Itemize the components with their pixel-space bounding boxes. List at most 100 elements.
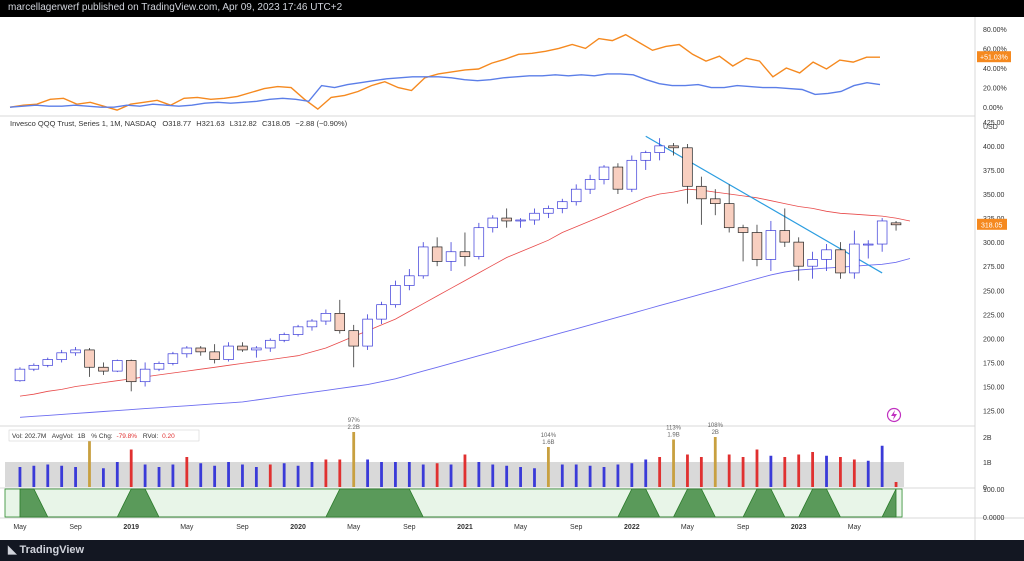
legend-high: H321.63 — [196, 119, 224, 128]
volume-bar — [616, 464, 620, 487]
time-tick-label: 2022 — [624, 524, 640, 531]
rs-last-badge — [977, 51, 1011, 63]
volume-annotation-val: 1.9B — [667, 433, 679, 439]
volume-bar — [171, 464, 175, 487]
price-tick-label: 425.00 — [983, 120, 1005, 127]
candle — [890, 220, 902, 231]
price-tick-label: 400.00 — [983, 144, 1005, 151]
volume-bar — [88, 432, 91, 487]
candle-body — [265, 339, 276, 349]
candle — [487, 215, 498, 233]
volume-bar — [185, 457, 189, 487]
volume-bar — [101, 468, 105, 487]
volume-bar — [32, 465, 36, 487]
volume-bar — [394, 462, 397, 487]
price-tick-label: 275.00 — [983, 264, 1005, 271]
time-tick-label: May — [514, 524, 528, 531]
candle — [515, 218, 526, 228]
volume-bar — [282, 463, 286, 487]
candle — [209, 344, 220, 364]
candle-body — [376, 304, 387, 320]
oscillator-area — [19, 488, 897, 518]
candle-body — [751, 232, 763, 260]
volume-bar — [644, 459, 648, 487]
price-tick-label: 300.00 — [983, 240, 1005, 247]
candle — [821, 244, 832, 271]
rs-tick-label: 0.00% — [983, 105, 1003, 112]
candle-body — [14, 368, 26, 382]
candle — [362, 314, 373, 350]
time-tick-label: Sep — [403, 524, 416, 531]
price-axis-unit: USD — [983, 124, 998, 131]
time-tick-label: Sep — [69, 524, 82, 531]
rvol-value: 0.20 — [162, 433, 175, 440]
volume-bar — [713, 437, 717, 487]
volume-bar — [658, 457, 662, 487]
volume-legend: Vol: 202.7M AvgVol: 1B % Chg: -79.8% RVo… — [8, 429, 200, 442]
volume-bar — [727, 454, 731, 487]
chart-area[interactable]: 97% 2.2B 104% 1.6B 113% 1.9B 108% 2B 80.00% 60.0… — [0, 17, 1024, 540]
candle — [543, 205, 554, 219]
candle-body — [292, 326, 304, 335]
candle-body — [84, 349, 95, 368]
time-tick-label: 2021 — [457, 524, 473, 531]
symbol-legend: Invesco QQQ Trust, Series 1, 1M, NASDAQ … — [10, 119, 348, 128]
volume-annotation-pct: 113% — [666, 426, 682, 432]
volume-annotation-pct: 104% — [541, 433, 557, 439]
oscillator-tick-label: 0.0000 — [983, 515, 1005, 522]
candle-body — [320, 313, 332, 322]
volume-bar — [380, 462, 383, 487]
volume-bar — [421, 464, 425, 487]
candle — [835, 242, 846, 279]
volume-annotation-val: 2B — [712, 430, 719, 436]
candle-body — [821, 249, 832, 260]
price-tick-label: 225.00 — [983, 312, 1005, 319]
candle-body — [98, 366, 109, 372]
time-tick-label: 2020 — [290, 524, 306, 531]
candle-body — [348, 330, 359, 347]
volume-bar — [519, 467, 522, 487]
last-price-label: 318.05 — [981, 222, 1003, 229]
candle-body — [153, 363, 165, 370]
time-tick-label: Sep — [236, 524, 249, 531]
legend-symbol: Invesco QQQ Trust, Series 1, 1M, NASDAQ — [10, 119, 156, 128]
volume-bar — [574, 464, 578, 487]
volume-bar — [797, 454, 801, 487]
candle — [237, 342, 248, 352]
candle — [56, 349, 67, 363]
candle — [668, 142, 679, 156]
candle-body — [334, 313, 346, 332]
volume-tick-label: 2B — [983, 435, 992, 442]
volume-bar — [783, 457, 787, 487]
candle — [849, 230, 860, 279]
pchg-label: % Chg: — [91, 433, 113, 440]
volume-bar — [491, 464, 495, 487]
time-tick-label: May — [13, 524, 27, 531]
candle — [751, 224, 763, 267]
time-tick-label: 2023 — [791, 524, 807, 531]
candle — [682, 143, 693, 204]
candle-body — [501, 217, 512, 222]
candle — [84, 348, 95, 377]
candle-body — [849, 243, 860, 274]
volume-bar — [546, 447, 550, 487]
volume-bar — [811, 452, 815, 487]
tradingview-logo[interactable]: ◣ TradingView — [8, 543, 84, 556]
candle — [570, 184, 582, 206]
volume-bar — [241, 464, 244, 487]
candle-body — [835, 249, 846, 274]
candle — [404, 269, 415, 291]
candle — [737, 224, 749, 262]
candle — [98, 362, 109, 375]
candle-body — [473, 227, 485, 257]
candle-body — [181, 347, 193, 355]
volume-bar — [755, 449, 759, 487]
legend-low: L312.82 — [230, 119, 257, 128]
candle — [598, 165, 610, 185]
candle-body — [765, 230, 777, 260]
volume-bar — [46, 464, 50, 487]
alert-icon[interactable] — [886, 407, 902, 423]
candle-body — [28, 364, 40, 370]
candle — [153, 361, 165, 372]
